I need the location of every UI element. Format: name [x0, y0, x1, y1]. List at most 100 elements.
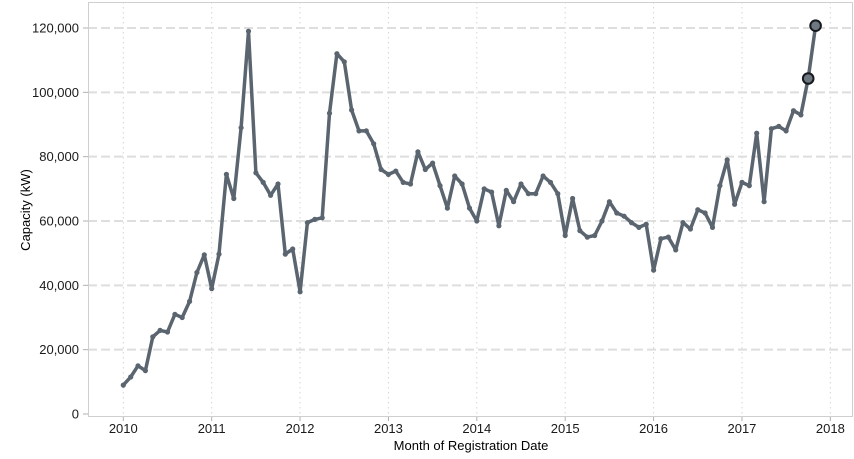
data-point-marker[interactable]	[599, 218, 605, 224]
data-point-marker[interactable]	[385, 171, 391, 177]
data-point-marker[interactable]	[201, 252, 207, 258]
data-point-marker[interactable]	[422, 166, 428, 173]
data-point-marker[interactable]	[172, 311, 178, 317]
data-point-marker[interactable]	[636, 224, 642, 230]
data-point-marker[interactable]	[245, 28, 252, 34]
data-point-marker[interactable]	[363, 128, 369, 134]
data-point-marker[interactable]	[768, 126, 775, 132]
data-point-marker[interactable]	[474, 218, 480, 224]
data-point-marker[interactable]	[643, 221, 649, 227]
data-point-marker[interactable]	[341, 59, 347, 65]
data-point-marker[interactable]	[142, 368, 148, 374]
data-point-marker[interactable]	[223, 171, 229, 177]
data-point-marker[interactable]	[164, 329, 171, 335]
data-point-marker[interactable]	[319, 215, 325, 221]
data-point-marker[interactable]	[614, 210, 620, 216]
data-point-marker[interactable]	[540, 173, 546, 179]
data-point-marker[interactable]	[326, 110, 333, 116]
data-point-marker[interactable]	[592, 232, 598, 239]
data-point-marker[interactable]	[562, 232, 568, 239]
highlighted-point-marker[interactable]	[801, 72, 815, 85]
data-point-marker[interactable]	[400, 179, 406, 185]
data-point-marker[interactable]	[555, 191, 561, 197]
data-point-marker[interactable]	[481, 186, 487, 192]
data-point-marker[interactable]	[790, 108, 797, 114]
data-point-marker[interactable]	[349, 107, 355, 113]
data-point-marker[interactable]	[312, 216, 318, 222]
x-tick-label: 2011	[198, 421, 226, 436]
data-point-marker[interactable]	[135, 363, 141, 369]
data-point-marker[interactable]	[754, 130, 760, 136]
data-point-marker[interactable]	[378, 166, 384, 173]
data-point-marker[interactable]	[120, 382, 126, 388]
data-point-marker[interactable]	[687, 226, 694, 232]
data-point-marker[interactable]	[437, 183, 443, 189]
data-point-marker[interactable]	[496, 223, 502, 229]
data-point-marker[interactable]	[503, 187, 509, 193]
data-point-marker[interactable]	[371, 141, 377, 147]
data-point-marker[interactable]	[356, 128, 362, 134]
data-point-marker[interactable]	[702, 210, 708, 216]
data-point-marker[interactable]	[179, 314, 185, 321]
data-point-marker[interactable]	[216, 251, 222, 257]
data-point-marker[interactable]	[518, 181, 524, 187]
data-point-marker[interactable]	[798, 112, 804, 118]
data-point-marker[interactable]	[297, 289, 303, 295]
highlighted-point-marker[interactable]	[809, 19, 822, 33]
data-point-marker[interactable]	[282, 251, 288, 257]
data-point-marker[interactable]	[577, 228, 583, 234]
data-point-marker[interactable]	[695, 207, 701, 213]
data-point-marker[interactable]	[510, 199, 517, 205]
data-point-marker[interactable]	[290, 246, 296, 252]
data-point-marker[interactable]	[584, 234, 590, 240]
data-point-marker[interactable]	[525, 191, 532, 197]
data-point-marker[interactable]	[732, 201, 738, 207]
data-point-marker[interactable]	[658, 236, 664, 242]
data-point-marker[interactable]	[746, 183, 752, 189]
data-point-marker[interactable]	[651, 267, 657, 273]
data-point-marker[interactable]	[231, 195, 237, 202]
data-point-marker[interactable]	[665, 234, 671, 240]
data-point-marker[interactable]	[157, 327, 163, 333]
data-point-marker[interactable]	[709, 224, 716, 230]
data-point-marker[interactable]	[761, 199, 767, 205]
data-point-marker[interactable]	[407, 181, 414, 187]
data-point-marker[interactable]	[187, 298, 193, 304]
data-point-marker[interactable]	[150, 334, 156, 340]
data-point-marker[interactable]	[334, 51, 340, 57]
data-point-marker[interactable]	[209, 286, 215, 292]
data-point-marker[interactable]	[194, 269, 200, 276]
data-point-marker[interactable]	[275, 181, 281, 187]
data-point-marker[interactable]	[260, 179, 266, 185]
data-point-marker[interactable]	[444, 205, 450, 211]
data-point-marker[interactable]	[304, 220, 310, 226]
data-point-marker[interactable]	[739, 179, 745, 185]
data-point-marker[interactable]	[415, 149, 421, 155]
data-point-marker[interactable]	[717, 183, 723, 189]
data-point-marker[interactable]	[452, 173, 458, 179]
data-point-marker[interactable]	[724, 157, 730, 163]
data-point-marker[interactable]	[459, 181, 465, 187]
data-point-marker[interactable]	[570, 195, 576, 202]
data-point-marker[interactable]	[533, 191, 539, 197]
data-point-marker[interactable]	[489, 189, 495, 195]
y-tick-label: 0	[72, 407, 79, 422]
data-point-marker[interactable]	[621, 213, 627, 219]
data-point-marker[interactable]	[673, 247, 679, 253]
data-point-marker[interactable]	[776, 123, 782, 129]
data-point-marker[interactable]	[628, 220, 635, 226]
data-point-marker[interactable]	[783, 128, 789, 134]
data-point-marker[interactable]	[606, 199, 613, 205]
data-point-marker[interactable]	[680, 220, 686, 226]
y-tick-label: 60,000	[39, 214, 79, 229]
data-point-marker[interactable]	[547, 179, 554, 185]
data-point-marker[interactable]	[238, 125, 244, 131]
data-point-marker[interactable]	[253, 170, 259, 176]
y-tick-label: 80,000	[39, 149, 79, 164]
data-point-marker[interactable]	[268, 192, 274, 198]
data-point-marker[interactable]	[430, 160, 436, 166]
data-point-marker[interactable]	[128, 374, 134, 380]
y-tick-label: 100,000	[32, 85, 79, 100]
data-point-marker[interactable]	[466, 205, 473, 211]
data-point-marker[interactable]	[393, 168, 399, 174]
